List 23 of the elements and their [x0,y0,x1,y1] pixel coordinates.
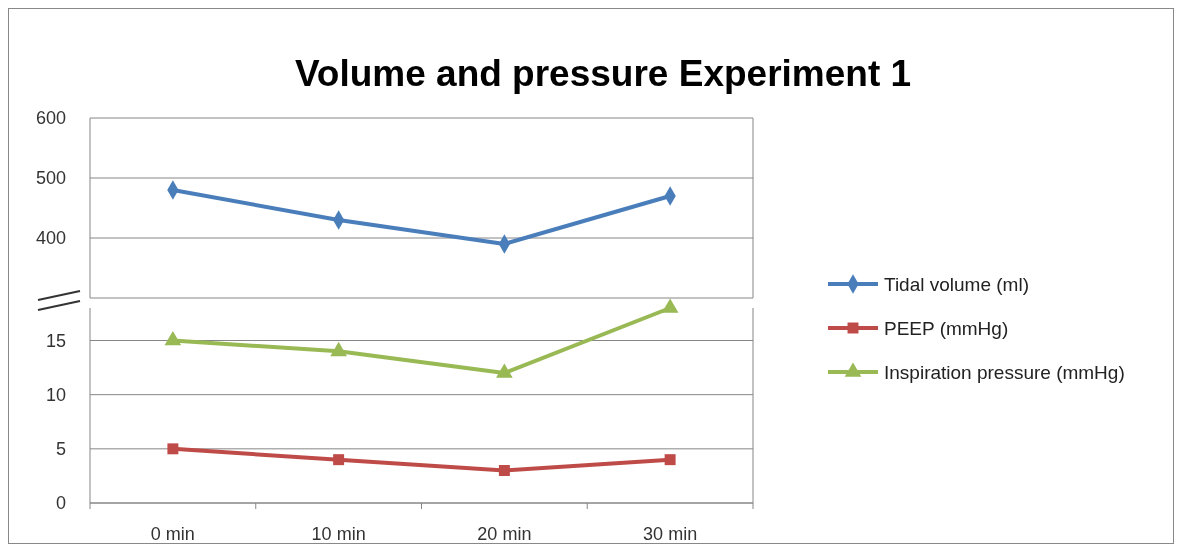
legend-label: PEEP (mmHg) [884,317,1009,339]
x-tick-label: 10 min [311,524,366,544]
point [330,341,347,357]
y-tick-label: 15 [45,330,66,351]
legend-label: Inspiration pressure (mmHg) [884,361,1125,383]
y-tick-label: 10 [45,384,66,405]
x-tick-label: 30 min [643,524,698,544]
point [164,330,182,346]
point [498,465,510,476]
y-tick-label: 500 [35,168,66,189]
y-tick-label: 0 [55,493,66,514]
point [496,363,513,378]
chart-title: Volume and pressure Experiment 1 [294,53,912,94]
point [333,454,345,466]
legend-label: Tidal volume (ml) [884,273,1029,295]
x-tick-label: 20 min [477,524,532,544]
point [167,443,179,455]
y-tick-label: 600 [35,108,66,129]
y-tick-label: 5 [55,439,66,460]
point [664,454,676,466]
x-tick-label: 0 min [150,524,195,544]
y-tick-label: 400 [35,228,66,249]
point [661,298,679,313]
